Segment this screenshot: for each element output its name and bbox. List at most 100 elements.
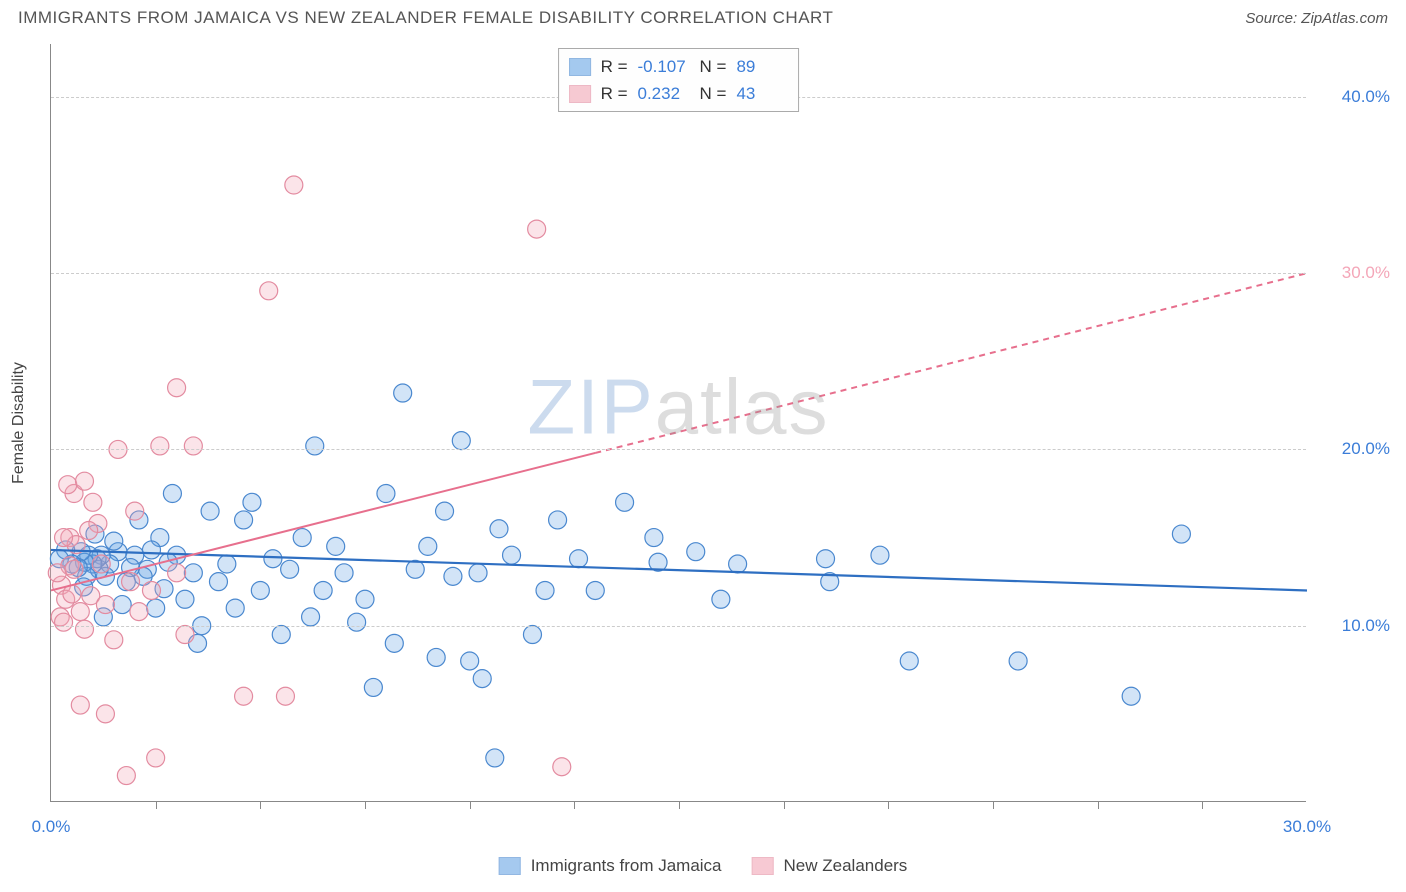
x-tick	[993, 801, 994, 809]
data-point-newzealand	[528, 220, 546, 238]
data-point-jamaica	[218, 555, 236, 573]
data-point-newzealand	[126, 502, 144, 520]
x-tick	[574, 801, 575, 809]
gridline	[51, 449, 1306, 450]
data-point-jamaica	[147, 599, 165, 617]
plot-svg	[51, 44, 1306, 801]
data-point-newzealand	[71, 696, 89, 714]
data-point-newzealand	[105, 631, 123, 649]
data-point-jamaica	[486, 749, 504, 767]
y-tick-label: 40.0%	[1320, 87, 1390, 107]
source-name: ZipAtlas.com	[1301, 10, 1388, 27]
data-point-jamaica	[871, 546, 889, 564]
data-point-newzealand	[151, 437, 169, 455]
data-point-jamaica	[209, 573, 227, 591]
data-point-jamaica	[201, 502, 219, 520]
data-point-jamaica	[184, 564, 202, 582]
data-point-jamaica	[817, 550, 835, 568]
r-label: R =	[601, 53, 628, 80]
n-label: N =	[700, 80, 727, 107]
x-tick	[784, 801, 785, 809]
correlation-legend: R = -0.107 N = 89 R = 0.232 N = 43	[558, 48, 800, 112]
data-point-jamaica	[176, 590, 194, 608]
data-point-jamaica	[314, 581, 332, 599]
series-legend: Immigrants from Jamaica New Zealanders	[499, 856, 908, 876]
data-point-newzealand	[55, 613, 73, 631]
x-tick-label: 30.0%	[1283, 817, 1331, 837]
data-point-jamaica	[712, 590, 730, 608]
data-point-jamaica	[302, 608, 320, 626]
data-point-jamaica	[1122, 687, 1140, 705]
trendline-jamaica	[51, 550, 1307, 591]
data-point-newzealand	[184, 437, 202, 455]
swatch-newzealand-icon	[752, 857, 774, 875]
data-point-jamaica	[452, 432, 470, 450]
data-point-newzealand	[176, 626, 194, 644]
x-tick-label: 0.0%	[32, 817, 71, 837]
data-point-jamaica	[335, 564, 353, 582]
data-point-jamaica	[243, 493, 261, 511]
r-label: R =	[601, 80, 628, 107]
data-point-newzealand	[75, 472, 93, 490]
data-point-newzealand	[122, 573, 140, 591]
data-point-jamaica	[427, 648, 445, 666]
n-label: N =	[700, 53, 727, 80]
swatch-jamaica	[569, 58, 591, 76]
data-point-jamaica	[586, 581, 604, 599]
gridline	[51, 626, 1306, 627]
data-point-newzealand	[260, 282, 278, 300]
trendline-newzealand-extrapolated	[595, 273, 1307, 453]
data-point-jamaica	[105, 532, 123, 550]
data-point-newzealand	[130, 603, 148, 621]
data-point-jamaica	[549, 511, 567, 529]
data-point-newzealand	[71, 603, 89, 621]
data-point-jamaica	[687, 543, 705, 561]
x-tick	[1202, 801, 1203, 809]
data-point-jamaica	[729, 555, 747, 573]
legend-label-newzealand: New Zealanders	[784, 856, 908, 876]
gridline	[51, 273, 1306, 274]
data-point-newzealand	[147, 749, 165, 767]
data-point-jamaica	[251, 581, 269, 599]
swatch-newzealand	[569, 85, 591, 103]
data-point-newzealand	[142, 581, 160, 599]
data-point-jamaica	[490, 520, 508, 538]
r-value-newzealand: 0.232	[638, 80, 690, 107]
data-point-jamaica	[536, 581, 554, 599]
data-point-jamaica	[436, 502, 454, 520]
data-point-jamaica	[394, 384, 412, 402]
n-value-jamaica: 89	[736, 53, 788, 80]
data-point-jamaica	[142, 541, 160, 559]
y-tick-label: 20.0%	[1320, 439, 1390, 459]
data-point-jamaica	[444, 567, 462, 585]
legend-row-newzealand: R = 0.232 N = 43	[569, 80, 789, 107]
x-tick	[679, 801, 680, 809]
x-tick	[888, 801, 889, 809]
source-attribution: Source: ZipAtlas.com	[1245, 10, 1388, 27]
data-point-newzealand	[168, 379, 186, 397]
data-point-jamaica	[364, 678, 382, 696]
chart-header: IMMIGRANTS FROM JAMAICA VS NEW ZEALANDER…	[0, 0, 1406, 32]
n-value-newzealand: 43	[736, 80, 788, 107]
data-point-jamaica	[461, 652, 479, 670]
data-point-jamaica	[1009, 652, 1027, 670]
source-prefix: Source:	[1245, 10, 1301, 27]
legend-item-newzealand: New Zealanders	[752, 856, 908, 876]
data-point-newzealand	[168, 564, 186, 582]
data-point-newzealand	[75, 620, 93, 638]
data-point-jamaica	[900, 652, 918, 670]
data-point-jamaica	[1172, 525, 1190, 543]
data-point-jamaica	[306, 437, 324, 455]
data-point-jamaica	[327, 537, 345, 555]
data-point-jamaica	[523, 626, 541, 644]
data-point-newzealand	[96, 596, 114, 614]
r-value-jamaica: -0.107	[638, 53, 690, 80]
data-point-jamaica	[356, 590, 374, 608]
data-point-newzealand	[553, 758, 571, 776]
data-point-jamaica	[281, 560, 299, 578]
data-point-jamaica	[385, 634, 403, 652]
data-point-jamaica	[616, 493, 634, 511]
data-point-jamaica	[163, 485, 181, 503]
data-point-jamaica	[406, 560, 424, 578]
y-tick-label: 30.0%	[1320, 263, 1390, 283]
